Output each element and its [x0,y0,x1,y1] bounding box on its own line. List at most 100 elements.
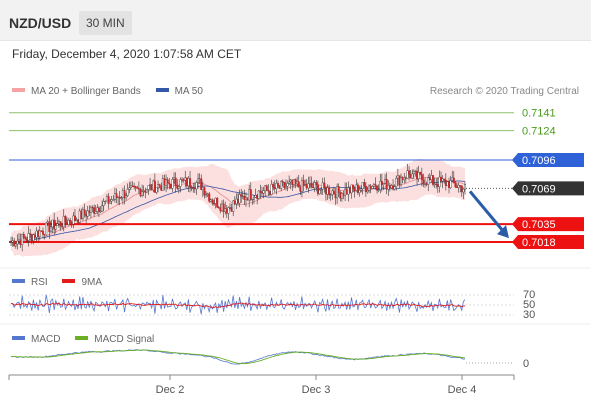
candle-body [62,215,65,228]
candle-body [392,185,395,190]
candle-body [398,175,401,186]
candle-body [323,182,326,188]
candle-body [17,239,20,242]
candle-body [94,211,97,214]
candle-body [337,186,340,193]
candle-body [230,207,233,212]
candle-body [165,179,168,186]
candle-body [157,184,160,188]
candle-body [201,187,204,190]
candle-body [326,187,329,195]
candle-body [251,198,254,201]
candle-body [244,197,247,200]
candle-body [249,189,252,200]
candle-body [176,185,179,189]
candle-body [408,170,411,175]
candle-body [332,190,335,195]
candle-body [313,182,316,189]
candle-body [345,189,348,195]
candle-body [289,179,292,183]
candle-body [342,193,345,196]
candle-body [141,191,144,196]
candle-body [441,178,444,182]
candle-body [190,186,193,189]
bollinger-band-area [11,158,465,257]
candle-body [435,183,438,185]
candle-body [305,184,308,189]
candle-body [203,187,206,196]
candle-body [30,234,33,242]
candle-body [109,200,112,204]
candle-body [286,183,289,187]
candle-body [358,189,361,193]
candle-body [334,193,337,199]
candle-body [225,208,228,214]
candle-body [372,184,375,187]
level-label-support: 0.7018 [522,237,556,249]
candle-body [81,209,84,220]
macd-legend-label: MACD [31,334,61,345]
candle-body [340,193,343,199]
forecast-arrow-head [497,225,509,239]
candle-body [412,170,415,175]
level-label-bg [512,235,584,249]
candle-body [379,180,382,190]
candle-body [361,182,364,190]
candle-body [185,177,188,187]
candle-body [133,185,136,188]
candle-body [158,184,161,187]
candle-body [243,195,246,200]
candle-body [385,178,388,190]
timeframe-button[interactable]: 30 MIN [79,11,132,35]
candle-body [356,184,359,193]
candle-body [216,197,219,208]
candle-body [97,207,100,212]
candle-body [312,186,315,189]
candle-body [438,176,441,187]
candle-body [432,175,435,185]
macd-legend: MACD MACD Signal [12,334,154,345]
candle-body [294,179,297,185]
level-label-resistance: 0.7124 [522,126,556,138]
rsi-tick-label: 30 [523,309,535,321]
candle-body [272,184,275,188]
candle-body [416,170,419,179]
candle-body [224,208,227,212]
candle-body [67,220,70,225]
candle-body [35,230,38,238]
candle-body [131,185,134,187]
candle-body [260,192,263,194]
candle-body [324,187,327,195]
candle-body [440,176,443,182]
candle-body [69,220,72,223]
candle-body [411,173,414,179]
candle-body [336,186,339,199]
ma9-swatch [62,279,76,284]
candle-body [32,234,35,242]
candle-body [396,175,399,179]
currency-pair-title: NZD/USD [9,15,72,31]
candle-body [57,221,60,224]
candle-body [257,190,260,199]
candle-body [14,243,17,247]
candle-body [368,185,371,191]
chart-datetime: Friday, December 4, 2020 1:07:58 AM CET [12,47,242,61]
candle-body [288,181,291,184]
candle-body [300,180,303,192]
macd-line [10,349,466,365]
candle-body [376,186,379,191]
candle-body [307,183,310,189]
candle-body [41,230,44,235]
candle-body [433,183,436,185]
candle-body [166,179,169,184]
candle-body [163,178,166,186]
candle-body [352,184,355,189]
candle-body [278,185,281,189]
candle-body [205,194,208,196]
candle-body [459,185,462,187]
candle-body [449,180,452,188]
candle-body [192,187,195,190]
candle-body [101,205,104,212]
candle-body [331,190,334,195]
candle-body [380,180,383,185]
